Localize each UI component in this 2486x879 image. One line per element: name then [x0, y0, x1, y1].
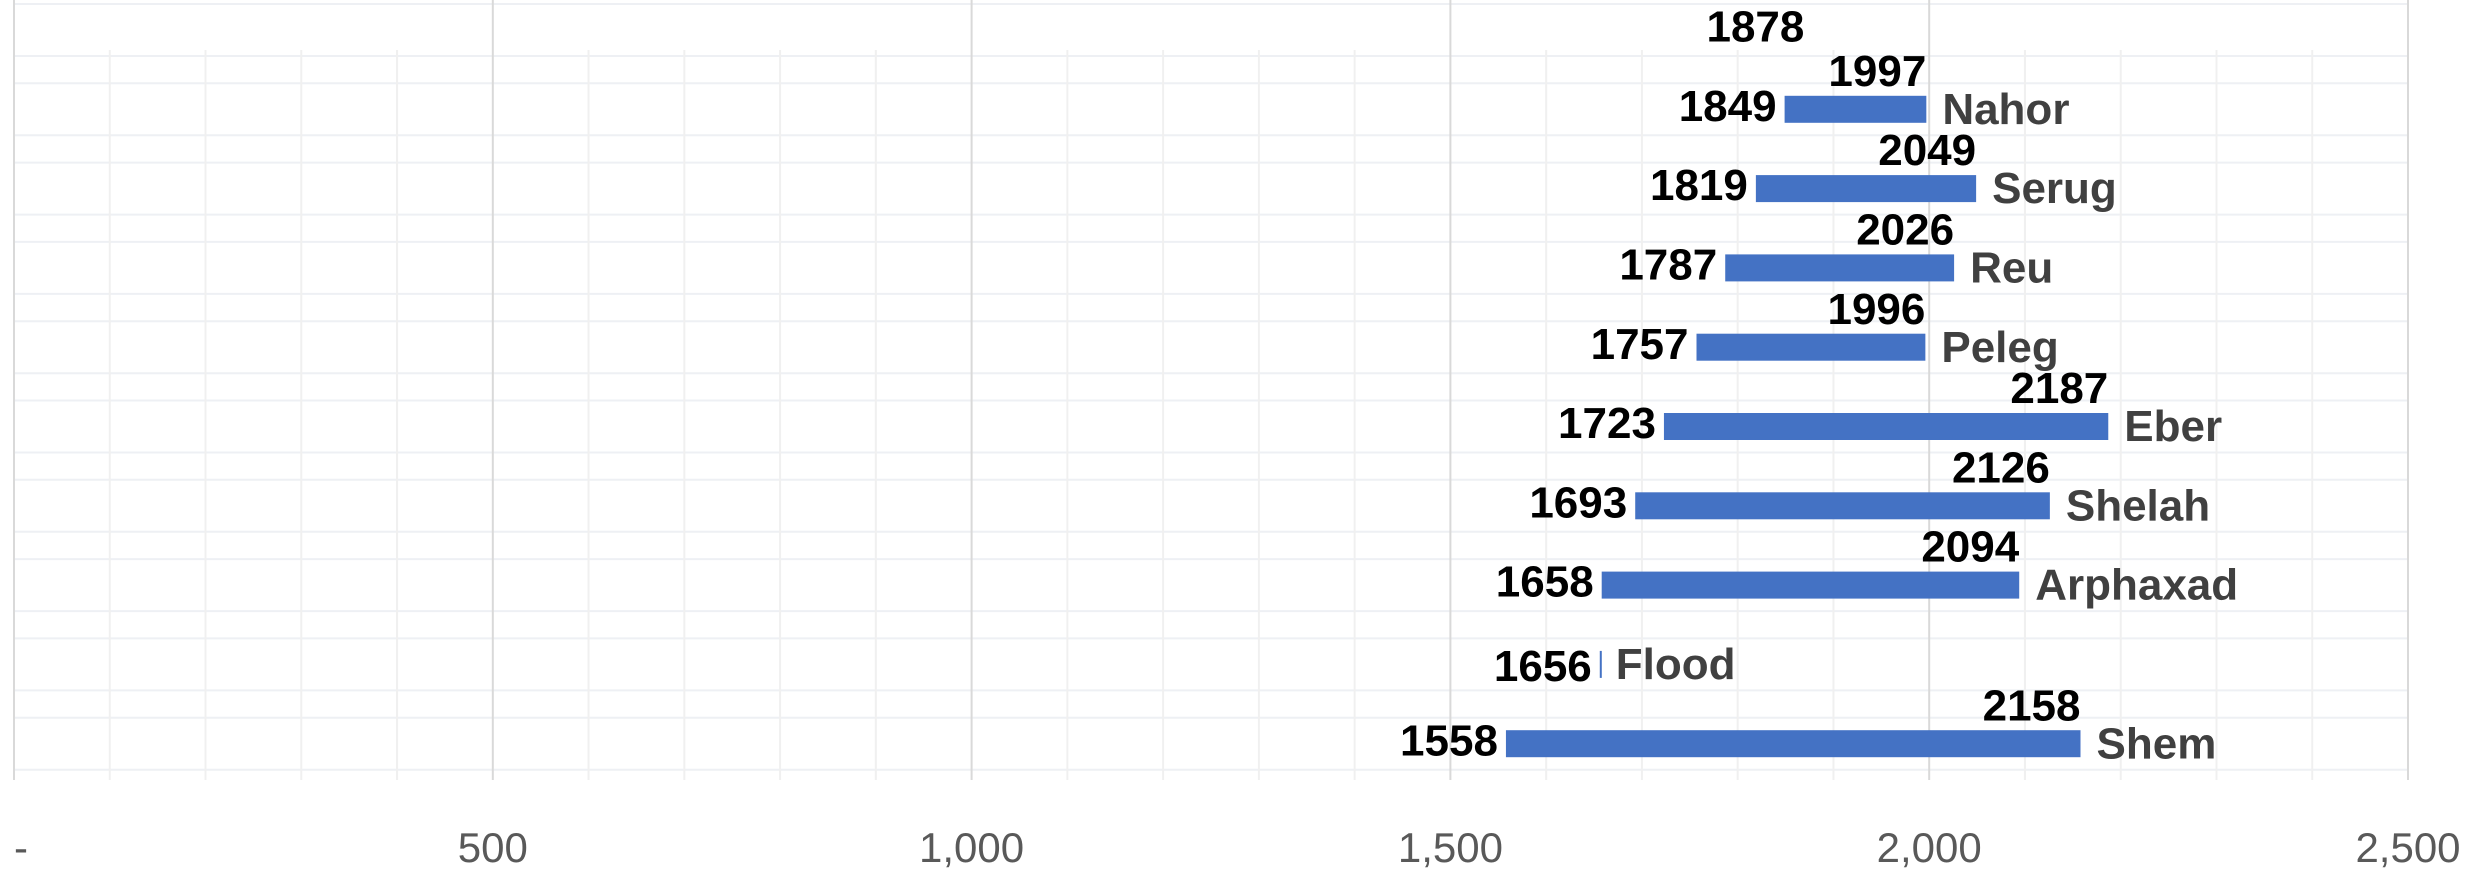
bar: [1725, 254, 1955, 282]
category-label: Reu: [1970, 244, 2053, 293]
category-label: Peleg: [1941, 323, 2058, 372]
start-label: 1849: [1679, 82, 1777, 131]
x-tick-label: 1,000: [919, 824, 1024, 871]
category-label: Serug: [1992, 164, 2117, 213]
category-label: Flood: [1616, 640, 1736, 689]
category-label: Shem: [2097, 719, 2217, 768]
bar: [1755, 175, 1977, 203]
start-label: 1558: [1400, 716, 1498, 765]
end-label: 2187: [2010, 364, 2108, 413]
end-label: 2026: [1856, 206, 1954, 255]
x-tick-label: 2,500: [2355, 824, 2460, 871]
start-label: 1723: [1558, 399, 1656, 448]
category-label: Arphaxad: [2035, 561, 2238, 610]
start-label: 1656: [1494, 642, 1592, 691]
start-label: 1757: [1591, 320, 1689, 369]
category-label: Nahor: [1942, 85, 2069, 134]
start-label: 1787: [1619, 241, 1717, 290]
start-label: 1658: [1496, 558, 1594, 607]
end-label: 1997: [1828, 47, 1926, 96]
start-label: 1878: [1706, 3, 1804, 52]
category-label: Eber: [2124, 402, 2222, 451]
x-tick-label: 1,500: [1398, 824, 1503, 871]
end-label: 1996: [1827, 285, 1925, 334]
end-label: 2158: [1983, 681, 2081, 730]
end-label: 2126: [1952, 443, 2050, 492]
start-label: 1693: [1529, 478, 1627, 527]
category-label: Shelah: [2066, 481, 2210, 530]
x-tick-label: -: [14, 824, 28, 871]
bar: [1663, 413, 2109, 440]
x-tick-label: 500: [458, 824, 528, 871]
bar: [1784, 95, 1927, 123]
bar: [1505, 730, 2081, 758]
end-label: 2094: [1921, 523, 2019, 572]
start-label: 1819: [1650, 161, 1748, 210]
bar: [1696, 333, 1926, 361]
bar: [1599, 650, 1602, 678]
x-tick-label: 2,000: [1877, 824, 1982, 871]
end-label: 2049: [1878, 126, 1976, 175]
bar: [1601, 571, 2020, 599]
bar: [1635, 492, 2050, 520]
